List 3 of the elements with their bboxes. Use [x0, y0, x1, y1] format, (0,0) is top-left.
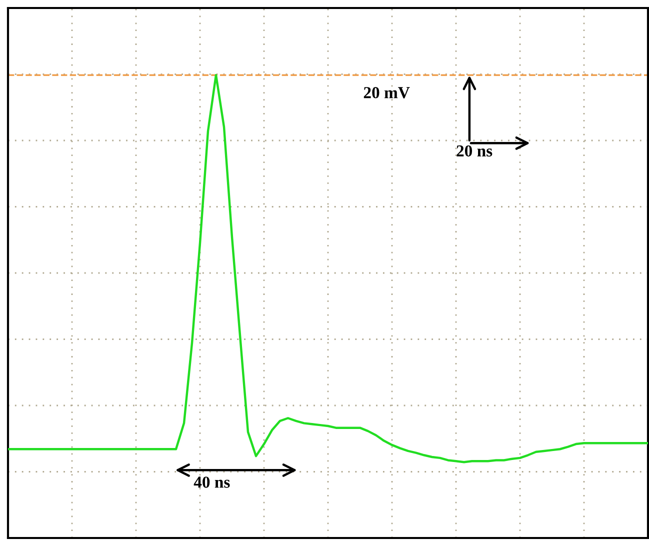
- annotation: 20 mV: [364, 87, 410, 98]
- annotation: 40 ns: [194, 476, 230, 488]
- annotation: 20 ns: [456, 145, 492, 157]
